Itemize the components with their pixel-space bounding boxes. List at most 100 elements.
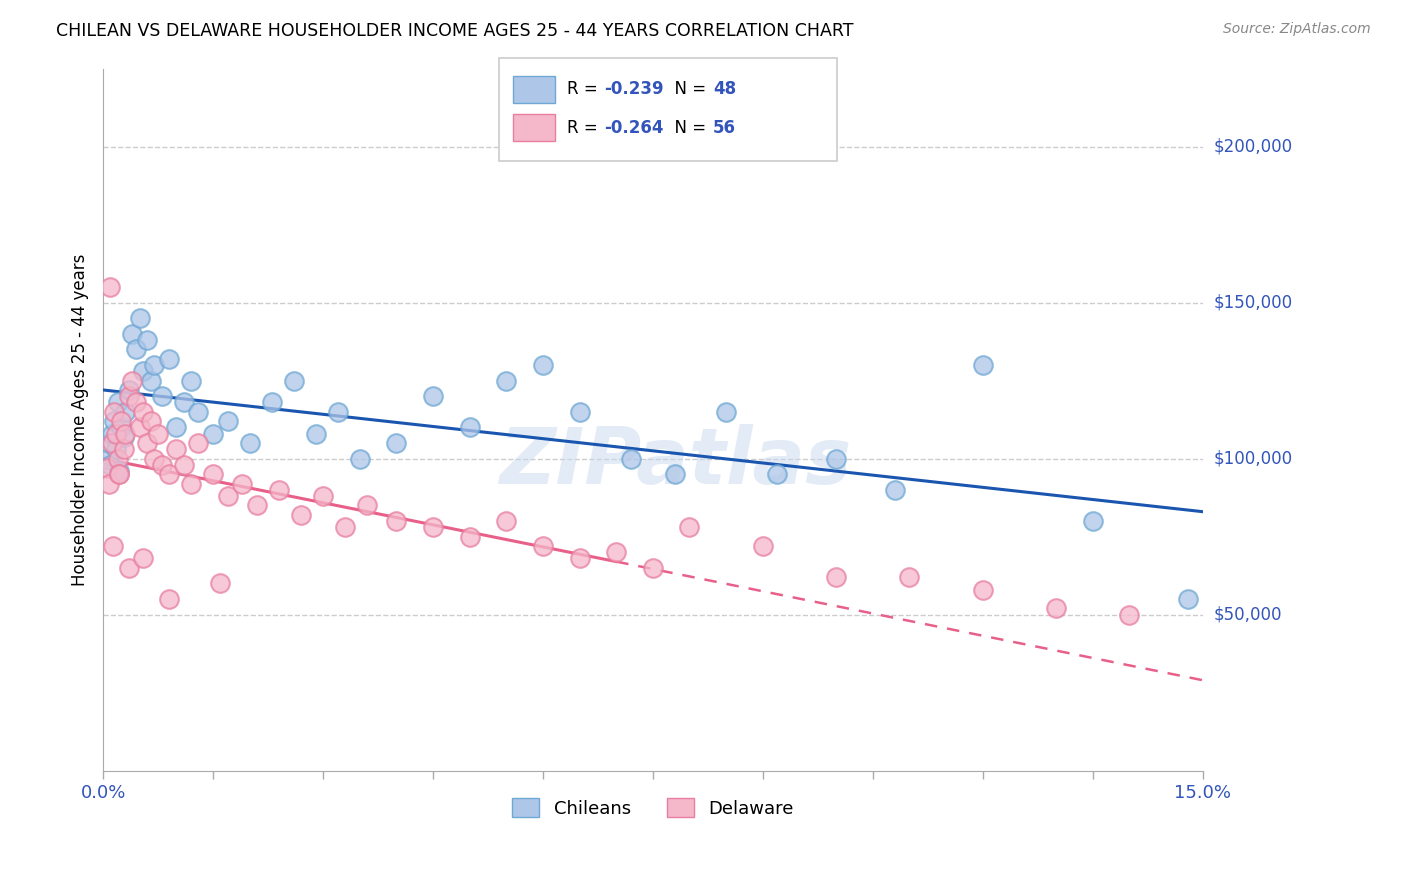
- Point: [110, 420, 132, 434]
- Point: [267, 483, 290, 497]
- Point: [312, 489, 335, 503]
- Point: [1045, 601, 1067, 615]
- Point: [752, 539, 775, 553]
- Text: N =: N =: [664, 80, 711, 98]
- Point: [107, 451, 129, 466]
- Point: [118, 389, 141, 403]
- Point: [100, 280, 122, 294]
- Point: [146, 426, 169, 441]
- Point: [568, 405, 591, 419]
- Point: [305, 426, 328, 441]
- Text: CHILEAN VS DELAWARE HOUSEHOLDER INCOME AGES 25 - 44 YEARS CORRELATION CHART: CHILEAN VS DELAWARE HOUSEHOLDER INCOME A…: [56, 22, 853, 40]
- Point: [136, 436, 159, 450]
- Text: $50,000: $50,000: [1213, 606, 1282, 624]
- Point: [101, 539, 124, 553]
- Point: [98, 476, 121, 491]
- Point: [260, 395, 283, 409]
- Point: [326, 405, 349, 419]
- Point: [173, 395, 195, 409]
- Point: [217, 489, 239, 503]
- Point: [972, 582, 994, 597]
- Point: [118, 383, 141, 397]
- Point: [239, 436, 262, 450]
- Point: [112, 442, 135, 457]
- Point: [150, 389, 173, 403]
- Text: 48: 48: [713, 80, 735, 98]
- Point: [217, 414, 239, 428]
- Point: [121, 374, 143, 388]
- Point: [103, 414, 125, 428]
- Point: [103, 405, 125, 419]
- Point: [246, 499, 269, 513]
- Point: [108, 467, 131, 482]
- Point: [114, 405, 136, 419]
- Point: [898, 570, 921, 584]
- Point: [180, 374, 202, 388]
- Point: [128, 311, 150, 326]
- Point: [231, 476, 253, 491]
- Point: [202, 467, 225, 482]
- Point: [825, 451, 848, 466]
- Point: [678, 520, 700, 534]
- Point: [495, 374, 517, 388]
- Point: [714, 405, 737, 419]
- Point: [458, 420, 481, 434]
- Point: [620, 451, 643, 466]
- Text: -0.264: -0.264: [605, 119, 664, 136]
- Legend: Chileans, Delaware: Chileans, Delaware: [505, 791, 801, 825]
- Text: $200,000: $200,000: [1213, 137, 1292, 155]
- Point: [333, 520, 356, 534]
- Point: [114, 426, 136, 441]
- Text: Source: ZipAtlas.com: Source: ZipAtlas.com: [1223, 22, 1371, 37]
- Point: [422, 389, 444, 403]
- Point: [139, 414, 162, 428]
- Point: [356, 499, 378, 513]
- Point: [139, 374, 162, 388]
- Point: [96, 451, 118, 466]
- Point: [132, 364, 155, 378]
- Point: [180, 476, 202, 491]
- Point: [143, 451, 166, 466]
- Text: N =: N =: [664, 119, 711, 136]
- Text: $150,000: $150,000: [1213, 293, 1292, 311]
- Point: [118, 561, 141, 575]
- Point: [100, 458, 122, 472]
- Point: [101, 426, 124, 441]
- Point: [96, 461, 118, 475]
- Point: [165, 420, 187, 434]
- Text: R =: R =: [567, 80, 603, 98]
- Point: [385, 514, 408, 528]
- Y-axis label: Householder Income Ages 25 - 44 years: Householder Income Ages 25 - 44 years: [72, 253, 89, 586]
- Text: 56: 56: [713, 119, 735, 136]
- Point: [125, 343, 148, 357]
- Point: [605, 545, 627, 559]
- Point: [150, 458, 173, 472]
- Point: [349, 451, 371, 466]
- Point: [283, 374, 305, 388]
- Point: [112, 430, 135, 444]
- Point: [173, 458, 195, 472]
- Point: [165, 442, 187, 457]
- Point: [883, 483, 905, 497]
- Point: [1118, 607, 1140, 622]
- Point: [568, 551, 591, 566]
- Point: [187, 436, 209, 450]
- Point: [128, 420, 150, 434]
- Point: [101, 436, 124, 450]
- Point: [972, 358, 994, 372]
- Point: [132, 551, 155, 566]
- Point: [385, 436, 408, 450]
- Point: [531, 539, 554, 553]
- Text: -0.239: -0.239: [605, 80, 664, 98]
- Point: [422, 520, 444, 534]
- Point: [136, 333, 159, 347]
- Point: [157, 467, 180, 482]
- Point: [157, 351, 180, 366]
- Point: [121, 326, 143, 341]
- Point: [98, 436, 121, 450]
- Point: [108, 464, 131, 478]
- Point: [132, 405, 155, 419]
- Point: [105, 426, 128, 441]
- Point: [766, 467, 789, 482]
- Point: [202, 426, 225, 441]
